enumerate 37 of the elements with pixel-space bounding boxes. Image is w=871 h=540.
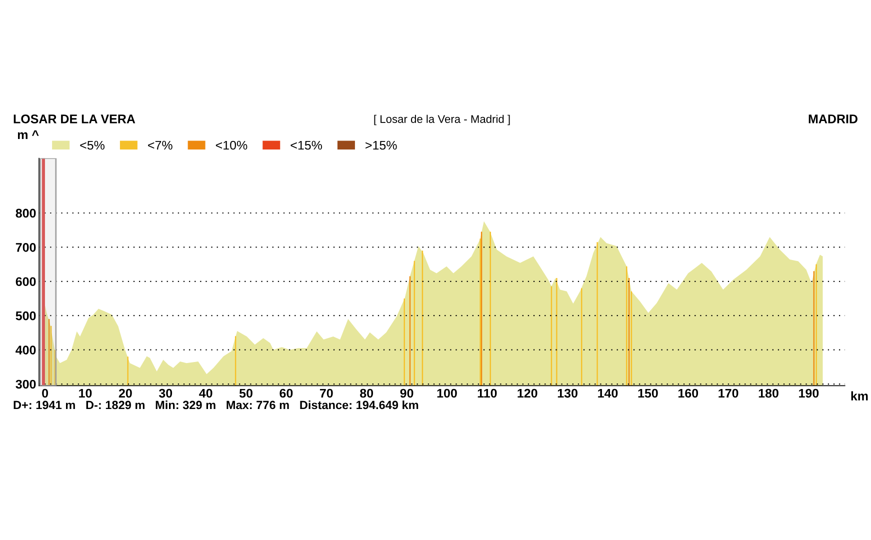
x-tick-label: 160 [678,388,698,398]
x-tick-label: 180 [758,388,778,398]
legend-label: >15% [366,140,397,150]
y-tick-label: 400 [16,346,36,354]
x-tick-label: 130 [558,388,578,398]
y-tick-label: 700 [16,243,36,252]
legend-label: <10% [216,140,248,150]
chart-title: LOSAR DE LA VERA [14,114,136,124]
x-axis-title: km [851,391,868,400]
x-tick-label: 50 [239,388,252,398]
x-tick-label: 90 [400,388,414,398]
x-tick-label: 110 [478,388,497,398]
x-tick-label: 140 [598,388,618,398]
legend-label: <7% [148,140,172,150]
x-tick-label: 120 [518,388,538,398]
x-tick-label: 100 [437,388,457,398]
x-tick-label: 0 [42,388,48,398]
y-tick-label: 300 [16,380,36,389]
chart-subtitle: [ Losar de la Vera - Madrid ] [374,114,510,126]
y-tick-label: 500 [16,311,36,320]
y-tick-label: 800 [16,208,36,218]
x-tick-label: 30 [158,388,172,398]
x-tick-label: 60 [280,388,293,398]
y-tick-label: 600 [16,277,36,286]
text: D+: 1941 m D-: 1829 m Min: 329 m Max: 776 m Distance: 194.649 km [14,400,418,410]
x-tick-label: 20 [118,388,132,398]
x-tick-label: 190 [799,388,819,398]
x-tick-label: 80 [360,388,374,398]
x-tick-label: 150 [638,388,658,398]
legend-label: <15% [290,140,322,150]
x-tick-label: 10 [79,388,92,398]
x-tick-label: 40 [199,388,212,398]
y-axis-title: m ^ [18,130,39,140]
x-tick-label: 170 [718,388,738,398]
legend-label: <5% [80,140,104,150]
x-tick-label: 70 [320,388,333,398]
text: MADRID [808,114,858,124]
